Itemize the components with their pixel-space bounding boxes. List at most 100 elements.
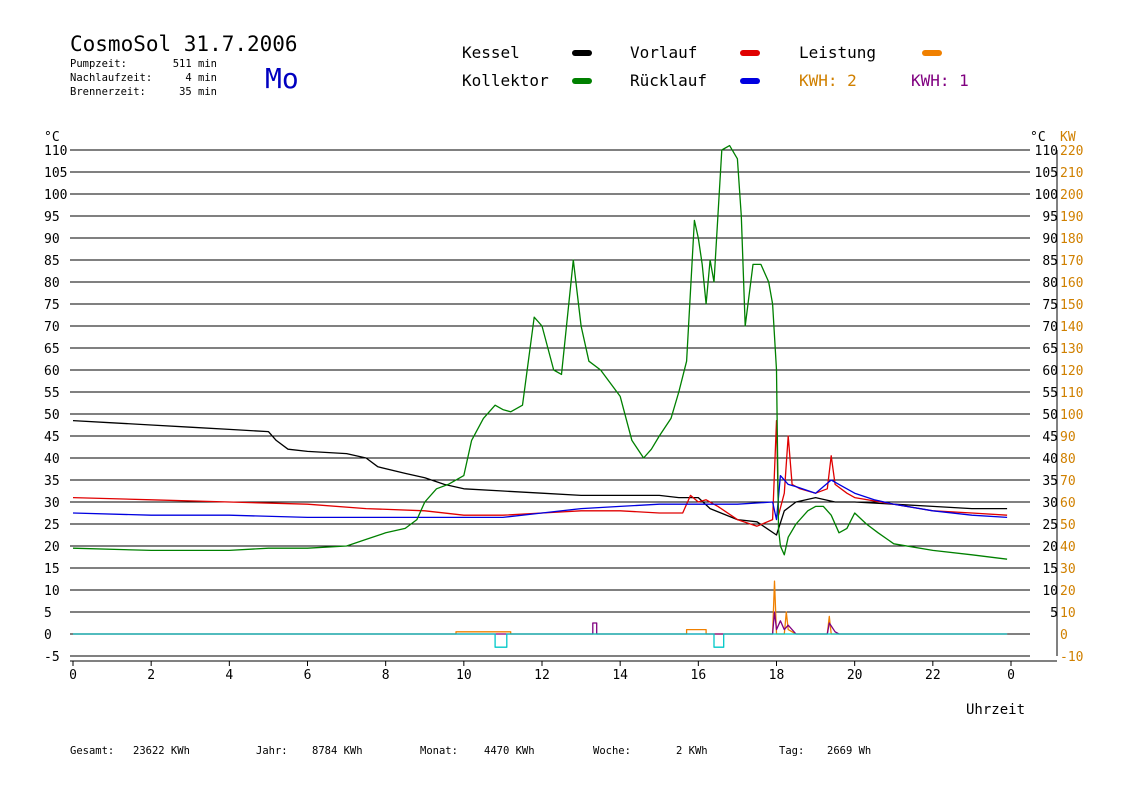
y-tick-right-label: 95 xyxy=(1042,210,1058,225)
header-stats: Pumpzeit: 511 min Nachlaufzeit: 4 min Brenne… xyxy=(70,58,217,98)
y-tick-right-label: 55 xyxy=(1042,386,1058,401)
power-tick-label: 140 xyxy=(1060,320,1083,335)
y-tick-label: 95 xyxy=(44,210,60,225)
y-tick-label: 80 xyxy=(44,276,60,291)
power-tick-label: 60 xyxy=(1060,496,1076,511)
power-tick-label: 70 xyxy=(1060,474,1076,489)
power-tick-label: 100 xyxy=(1060,408,1083,423)
header-stat-value: 35 min xyxy=(179,86,217,98)
footer-stat-value: 2669 Wh xyxy=(827,745,871,757)
legend-label: Vorlauf xyxy=(630,43,697,62)
y-tick-right-label: 100 xyxy=(1035,188,1058,203)
y-tick-label: 30 xyxy=(44,496,60,511)
legend-label: Kollektor xyxy=(462,71,549,90)
x-tick-label: 14 xyxy=(612,668,628,683)
x-tick-label: 20 xyxy=(847,668,863,683)
header-stat-label: Pumpzeit: xyxy=(70,58,127,70)
footer-stat-label: Woche: xyxy=(593,745,631,757)
power-axis-unit: KW xyxy=(1060,130,1076,145)
y-tick-label: 65 xyxy=(44,342,60,357)
footer-stat-label: Jahr: xyxy=(256,745,288,757)
y-tick-label: -5 xyxy=(44,650,60,665)
header-stat-value: 511 min xyxy=(173,58,217,70)
legend-kwh-label: KWH: 1 xyxy=(911,71,969,90)
footer-stat-label: Monat: xyxy=(420,745,458,757)
x-tick-label: 12 xyxy=(534,668,550,683)
y-tick-right-label: 50 xyxy=(1042,408,1058,423)
y-tick-right-label: 105 xyxy=(1035,166,1058,181)
power-tick-label: 110 xyxy=(1060,386,1083,401)
y-tick-right-label: 45 xyxy=(1042,430,1058,445)
y-axis-left-unit: °C xyxy=(44,130,60,145)
power-tick-label: 170 xyxy=(1060,254,1083,269)
chart-title: CosmoSol 31.7.2006 xyxy=(70,32,298,56)
y-tick-label: 20 xyxy=(44,540,60,555)
x-tick-label: 6 xyxy=(304,668,312,683)
power-tick-label: 20 xyxy=(1060,584,1076,599)
y-tick-label: 15 xyxy=(44,562,60,577)
power-tick-label: 200 xyxy=(1060,188,1083,203)
x-axis: 0 2 4 6 8 10 12 14 16 18 20 22 0 xyxy=(69,661,1015,683)
footer-stat-label: Tag: xyxy=(779,745,804,757)
y-tick-right-label: 40 xyxy=(1042,452,1058,467)
x-tick-label: 22 xyxy=(925,668,941,683)
y-tick-label: 55 xyxy=(44,386,60,401)
footer-stat-value: 8784 KWh xyxy=(312,745,363,757)
y-axis-right: 5 10 15 20 25 30 35 40 45 50 55 60 65 70 75 80 85 90 95 100… xyxy=(1035,144,1058,621)
series-line-leistung xyxy=(73,580,1008,635)
y-tick-label: 0 xyxy=(44,628,52,643)
header-stat-label: Nachlaufzeit: xyxy=(70,72,152,84)
header-stat-value: 4 min xyxy=(185,72,217,84)
y-tick-label: 70 xyxy=(44,320,60,335)
legend: Kessel Vorlauf Leistung Kollektor Rücklauf KW… xyxy=(462,43,969,90)
x-tick-label: 16 xyxy=(691,668,707,683)
power-tick-label: 220 xyxy=(1060,144,1083,159)
legend-label: Rücklauf xyxy=(630,71,707,90)
footer-stats: Gesamt: 23622 KWh Jahr: 8784 KWh Monat: 4470 … xyxy=(70,745,871,757)
y-tick-label: 5 xyxy=(44,606,52,621)
weekday-label: Mo xyxy=(265,62,299,95)
power-tick-label: 190 xyxy=(1060,210,1083,225)
series-line-r-cklauf xyxy=(72,474,1008,521)
x-tick-label: 0 xyxy=(1007,668,1015,683)
y-tick-right-label: 35 xyxy=(1042,474,1058,489)
y-tick-right-label: 70 xyxy=(1042,320,1058,335)
power-tick-label: 80 xyxy=(1060,452,1076,467)
power-tick-label: 210 xyxy=(1060,166,1083,181)
footer-stat-value: 23622 KWh xyxy=(133,745,190,757)
x-tick-label: 4 xyxy=(225,668,233,683)
y-tick-label: 105 xyxy=(44,166,67,181)
power-tick-label: 150 xyxy=(1060,298,1083,313)
legend-label: Kessel xyxy=(462,43,520,62)
power-tick-label: -10 xyxy=(1060,650,1083,665)
y-tick-label: 10 xyxy=(44,584,60,599)
legend-swatch xyxy=(572,50,592,56)
footer-stat-value: 4470 KWh xyxy=(484,745,535,757)
legend-swatch xyxy=(922,50,942,56)
x-tick-label: 8 xyxy=(382,668,390,683)
power-tick-label: 120 xyxy=(1060,364,1083,379)
y-axis-left: -5 0 5 10 15 20 25 30 35 40 45 50 55 60 65 70 75 80 85 90 95… xyxy=(44,144,67,665)
y-tick-label: 45 xyxy=(44,430,60,445)
y-tick-label: 75 xyxy=(44,298,60,313)
legend-swatch xyxy=(740,78,760,84)
series-line-kollektor xyxy=(72,144,1008,560)
header-stat-label: Brennerzeit: xyxy=(70,86,146,98)
power-tick-label: 0 xyxy=(1060,628,1068,643)
footer-stat-label: Gesamt: xyxy=(70,745,114,757)
y-tick-label: 110 xyxy=(44,144,67,159)
y-tick-label: 50 xyxy=(44,408,60,423)
y-tick-right-label: 65 xyxy=(1042,342,1058,357)
y-tick-right-label: 80 xyxy=(1042,276,1058,291)
y-tick-label: 85 xyxy=(44,254,60,269)
y-tick-right-label: 75 xyxy=(1042,298,1058,313)
legend-kwh-label: KWH: 2 xyxy=(799,71,857,90)
series-lines xyxy=(72,144,1008,648)
y-tick-right-label: 85 xyxy=(1042,254,1058,269)
y-tick-right-label: 20 xyxy=(1042,540,1058,555)
legend-swatch xyxy=(740,50,760,56)
y-tick-label: 25 xyxy=(44,518,60,533)
x-axis-label: Uhrzeit xyxy=(966,702,1025,718)
power-tick-label: 50 xyxy=(1060,518,1076,533)
